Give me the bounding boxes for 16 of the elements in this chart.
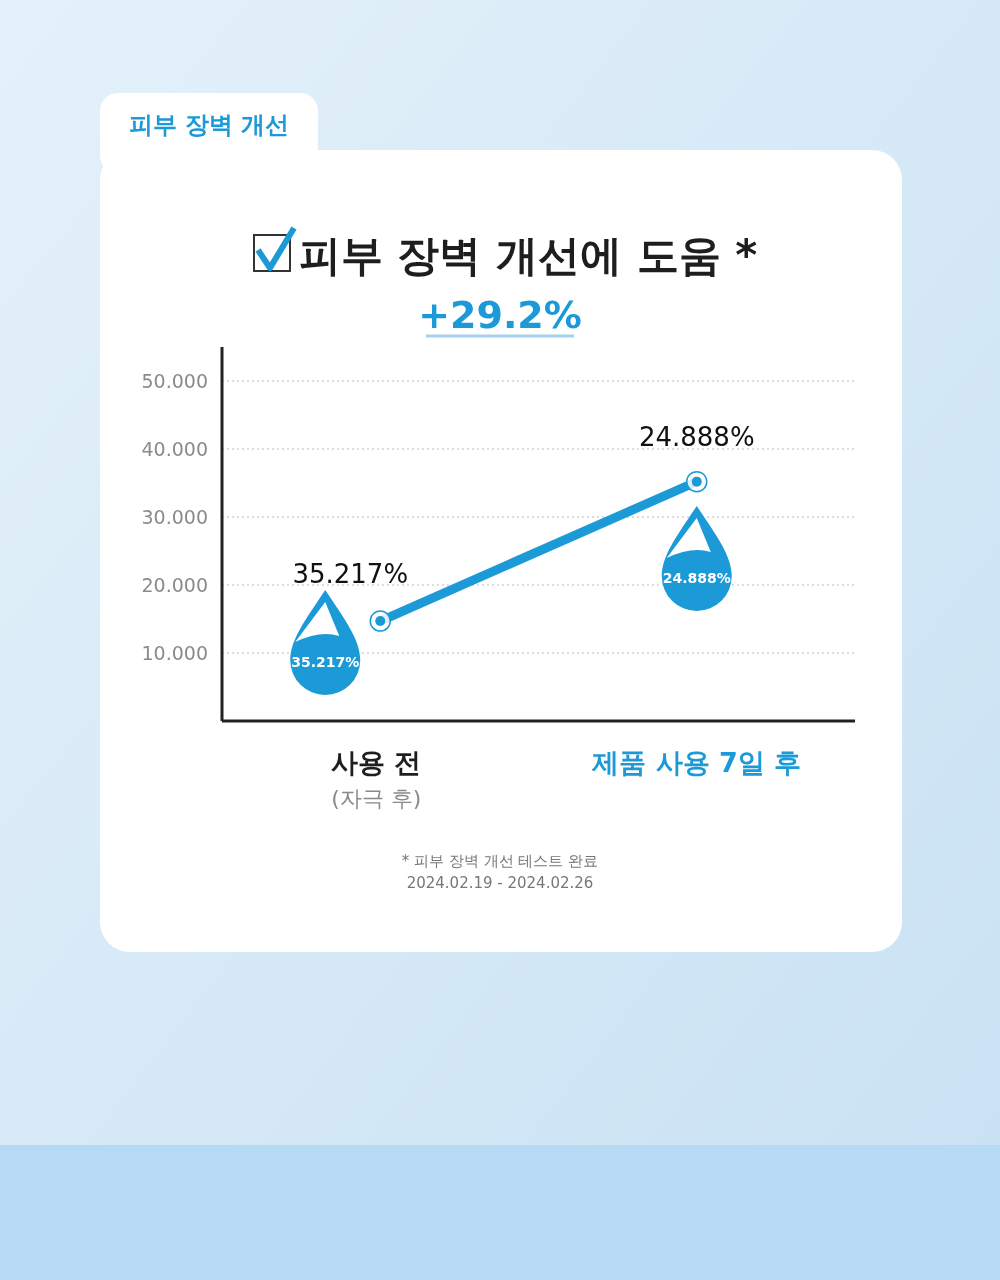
x-tick-label: 사용 전 (자극 후)	[331, 747, 422, 811]
text: * 피부 장벽 개선 테스트 완료	[401, 852, 599, 870]
annotation: 35.217%	[291, 654, 360, 670]
text: 피부 장벽 개선	[128, 111, 290, 139]
annotation: 24.888%	[638, 422, 755, 452]
x-tick-label: 제품 사용 7일 후	[591, 747, 802, 778]
y-tick-label: 10.000	[141, 642, 208, 664]
chart-subtitle: +29.2%	[418, 293, 582, 337]
y-tick-label: 40.000	[141, 438, 208, 460]
chart-title: 피부 장벽 개선에 도움 *	[298, 231, 758, 280]
annotation: 35.217%	[292, 559, 409, 589]
y-tick-label: 50.000	[141, 370, 208, 392]
text: 2024.02.19 - 2024.02.26	[406, 874, 594, 892]
y-tick-label: 30.000	[141, 506, 208, 528]
y-tick-label: 20.000	[141, 574, 208, 596]
annotation: 24.888%	[662, 570, 731, 586]
